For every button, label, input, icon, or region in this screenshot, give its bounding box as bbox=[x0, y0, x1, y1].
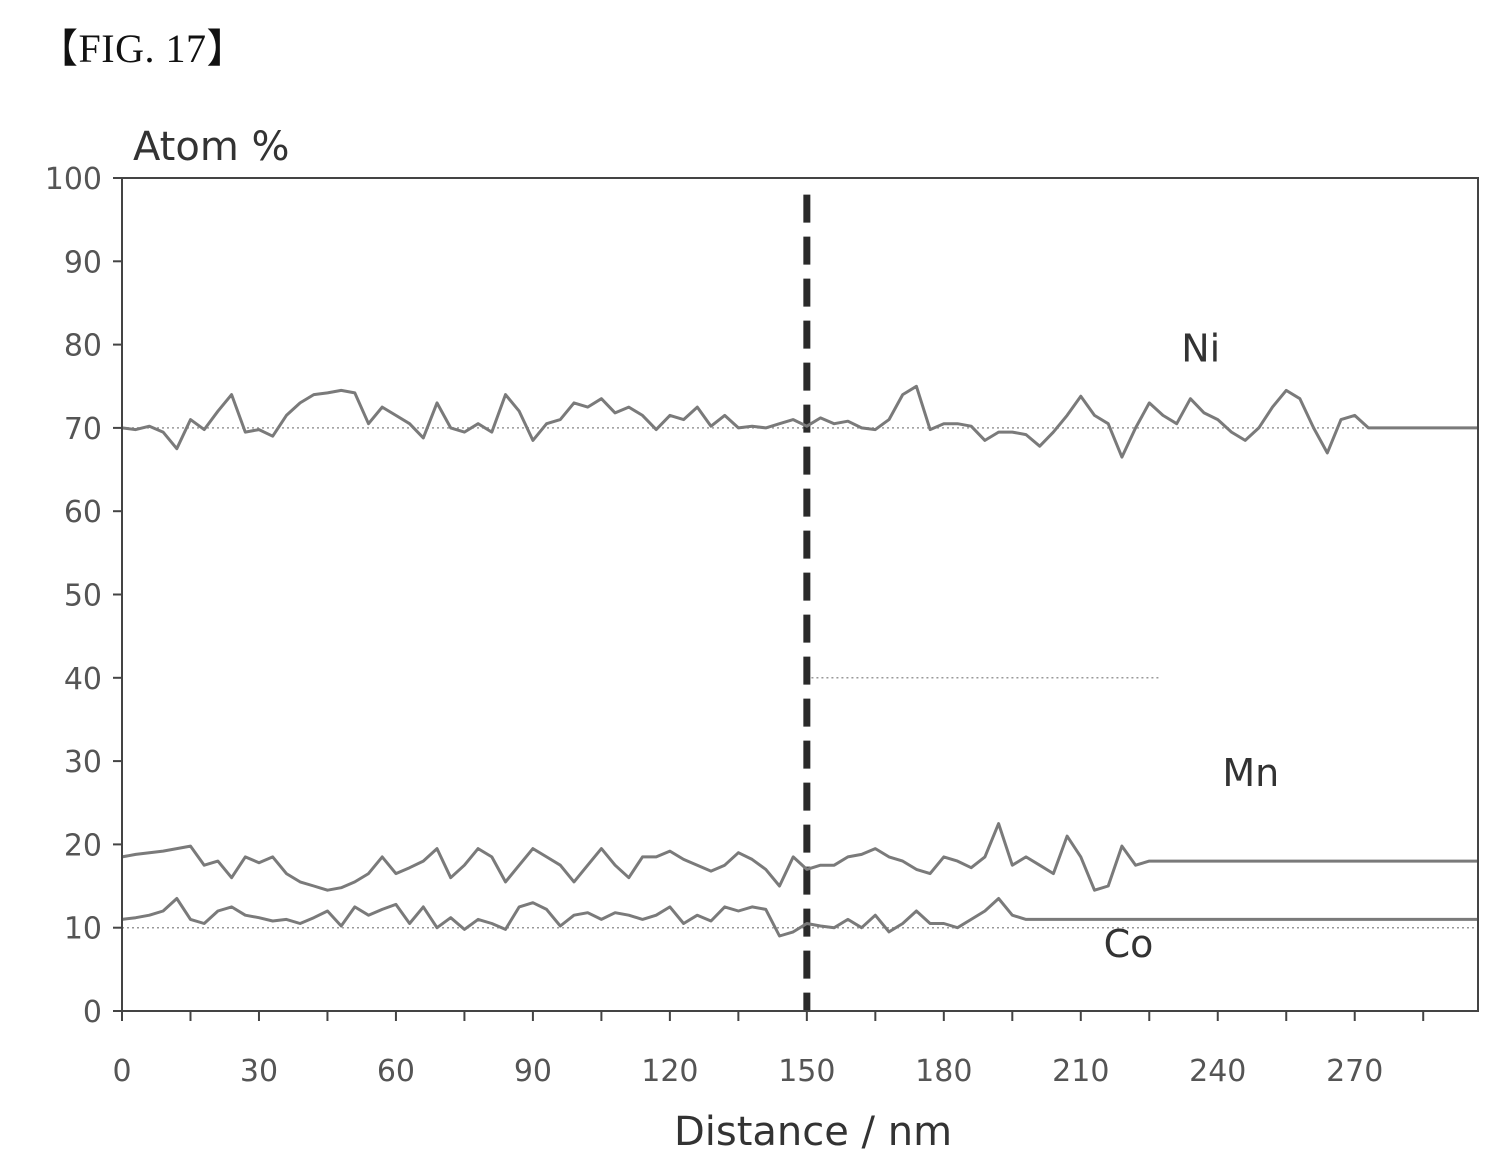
plot-frame bbox=[121, 177, 1479, 1012]
series-line-mn bbox=[121, 822, 1478, 892]
tick-labels: 0 10 20 30 40 50 60 70 80 90 100 0 30 60 90 120 150 180 21… bbox=[45, 162, 1384, 1089]
series-label-ni: Ni bbox=[1181, 326, 1220, 370]
x-tick-label: 270 bbox=[1326, 1054, 1383, 1089]
x-tick-label: 90 bbox=[514, 1054, 552, 1089]
axes bbox=[113, 177, 1479, 1021]
figure-label: 【FIG. 17】 bbox=[38, 26, 247, 71]
y-tick-label: 90 bbox=[64, 245, 102, 280]
x-tick-label: 180 bbox=[915, 1054, 972, 1089]
x-tick-label: 150 bbox=[778, 1054, 835, 1089]
series-label-mn: Mn bbox=[1222, 751, 1279, 795]
reference-lines bbox=[122, 194, 1478, 1011]
y-tick-label: 80 bbox=[64, 329, 102, 364]
series-line-ni bbox=[121, 384, 1478, 459]
y-tick-label: 30 bbox=[64, 745, 102, 780]
x-tick-label: 30 bbox=[240, 1054, 278, 1089]
series-labels: Ni Mn Co bbox=[1104, 326, 1280, 966]
y-tick-label: 0 bbox=[83, 995, 102, 1030]
y-tick-label: 100 bbox=[45, 162, 102, 197]
x-tick-label: 60 bbox=[377, 1054, 415, 1089]
series-group bbox=[121, 384, 1478, 938]
y-tick-label: 20 bbox=[64, 828, 102, 863]
series-label-co: Co bbox=[1104, 922, 1154, 966]
x-tick-label: 120 bbox=[641, 1054, 698, 1089]
x-tick-label: 240 bbox=[1189, 1054, 1246, 1089]
x-tick-label: 0 bbox=[112, 1054, 131, 1089]
x-axis-title: Distance / nm bbox=[674, 1109, 952, 1155]
y-tick-label: 50 bbox=[64, 579, 102, 614]
series-line-co bbox=[121, 897, 1478, 938]
x-tick-label: 210 bbox=[1052, 1054, 1109, 1089]
y-tick-label: 60 bbox=[64, 495, 102, 530]
y-axis-title: Atom % bbox=[133, 124, 290, 170]
y-tick-label: 40 bbox=[64, 662, 102, 697]
y-tick-label: 70 bbox=[64, 412, 102, 447]
y-tick-label: 10 bbox=[64, 912, 102, 947]
